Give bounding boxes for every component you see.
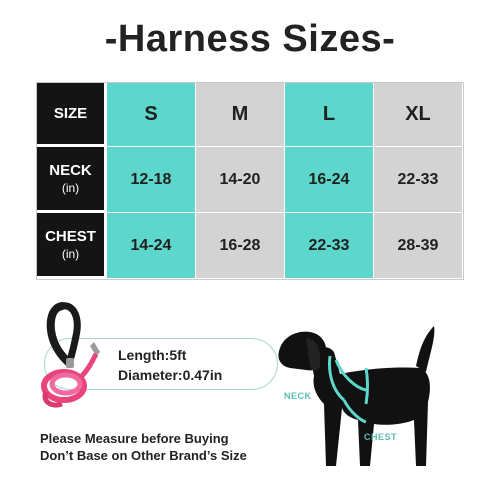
size-cell-s: S (107, 83, 196, 147)
chest-cell-l: 22-33 (285, 213, 374, 279)
neck-cell-l: 16-24 (285, 147, 374, 213)
leash-specs: Length:5ft Diameter:0.47in (118, 345, 222, 385)
size-chart-table: SIZE S M L XL NECK (in) 12-18 14-20 16-2… (36, 82, 464, 280)
row-header-neck: NECK (in) (37, 147, 107, 213)
leash-info-pill (44, 338, 278, 390)
row-header-size: SIZE (37, 83, 107, 147)
dog-chest-label: CHEST (364, 432, 398, 442)
neck-cell-s: 12-18 (107, 147, 196, 213)
size-cell-m: M (196, 83, 285, 147)
row-header-unit: (in) (61, 247, 80, 261)
leash-length: Length:5ft (118, 347, 187, 363)
chest-cell-s: 14-24 (107, 213, 196, 279)
row-header-label: SIZE (53, 105, 88, 122)
measure-note-line1: Please Measure before Buying (40, 431, 229, 446)
measure-note-line2: Don’t Base on Other Brand’s Size (40, 448, 247, 463)
chest-cell-m: 16-28 (196, 213, 285, 279)
size-cell-l: L (285, 83, 374, 147)
dog-neck-label: NECK (284, 391, 312, 401)
row-header-chest: CHEST (in) (37, 213, 107, 279)
row-header-label: CHEST (45, 228, 96, 245)
leash-diameter: Diameter:0.47in (118, 367, 223, 383)
dog-illustration (278, 326, 435, 466)
row-header-label: NECK (49, 162, 92, 179)
row-header-unit: (in) (61, 181, 80, 195)
neck-cell-m: 14-20 (196, 147, 285, 213)
page-title: -Harness Sizes- (104, 18, 396, 60)
size-cell-xl: XL (374, 83, 463, 147)
leash-icon (41, 302, 100, 408)
measure-note: Please Measure before Buying Don’t Base … (40, 430, 247, 464)
chest-cell-xl: 28-39 (374, 213, 463, 279)
neck-cell-xl: 22-33 (374, 147, 463, 213)
